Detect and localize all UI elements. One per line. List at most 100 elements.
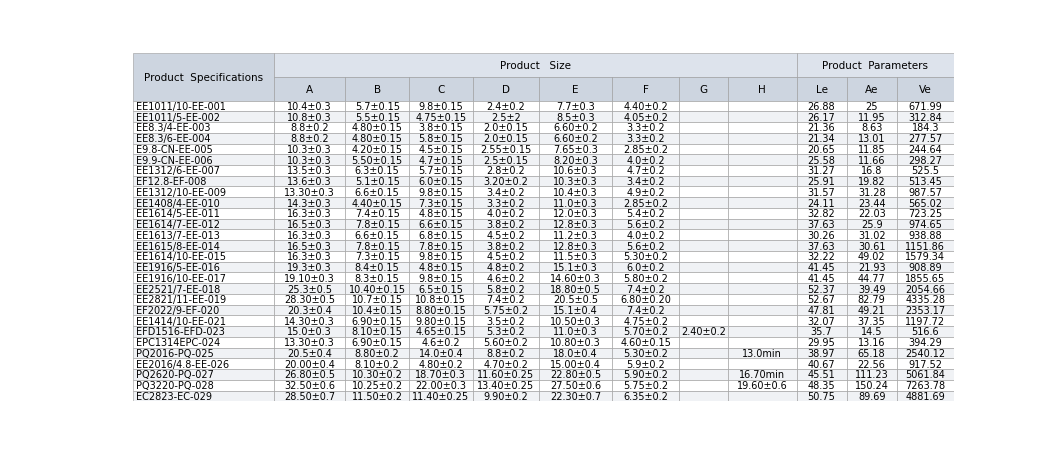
Bar xyxy=(132,284,273,294)
Text: 8.10±0.15: 8.10±0.15 xyxy=(352,327,403,337)
Bar xyxy=(897,176,954,187)
Bar xyxy=(796,187,847,198)
Text: 4335.28: 4335.28 xyxy=(905,295,946,304)
Text: 8.8±0.2: 8.8±0.2 xyxy=(290,134,329,144)
Bar xyxy=(273,337,346,348)
Text: 11.5±0.3: 11.5±0.3 xyxy=(553,252,598,262)
Bar xyxy=(273,348,346,359)
Text: EE1011/10-EE-001: EE1011/10-EE-001 xyxy=(136,102,226,112)
Text: 38.97: 38.97 xyxy=(808,348,835,358)
Bar xyxy=(796,176,847,187)
Bar xyxy=(409,316,473,327)
Text: 31.28: 31.28 xyxy=(858,188,885,198)
Text: C: C xyxy=(437,84,444,95)
Bar xyxy=(796,262,847,273)
Text: 525.5: 525.5 xyxy=(912,166,939,176)
Bar xyxy=(538,123,613,133)
Text: 4.40±0.2: 4.40±0.2 xyxy=(623,102,668,112)
Bar xyxy=(897,348,954,359)
Text: 5.90±0.2: 5.90±0.2 xyxy=(623,370,668,380)
Text: 11.40±0.25: 11.40±0.25 xyxy=(412,391,470,401)
Bar xyxy=(538,380,613,391)
Text: 8.3±0.15: 8.3±0.15 xyxy=(355,273,400,283)
Text: 5.30±0.2: 5.30±0.2 xyxy=(623,252,668,262)
Bar xyxy=(538,187,613,198)
Bar xyxy=(847,230,897,241)
Bar xyxy=(613,380,679,391)
Bar xyxy=(613,337,679,348)
Bar xyxy=(473,219,538,230)
Text: 6.0±0.15: 6.0±0.15 xyxy=(419,177,463,187)
Text: 3.3±0.2: 3.3±0.2 xyxy=(626,123,665,133)
Bar xyxy=(409,327,473,337)
Text: 37.63: 37.63 xyxy=(808,220,835,230)
Text: 917.52: 917.52 xyxy=(908,359,942,369)
Bar xyxy=(273,380,346,391)
Bar xyxy=(613,198,679,208)
Bar xyxy=(796,337,847,348)
Bar xyxy=(273,198,346,208)
Bar xyxy=(679,176,727,187)
Bar xyxy=(727,176,796,187)
Bar xyxy=(796,54,954,78)
Bar xyxy=(613,273,679,284)
Bar xyxy=(409,380,473,391)
Text: 4.6±0.2: 4.6±0.2 xyxy=(422,337,460,347)
Bar xyxy=(538,198,613,208)
Text: 5.7±0.15: 5.7±0.15 xyxy=(419,166,463,176)
Bar xyxy=(538,305,613,316)
Bar xyxy=(897,262,954,273)
Bar xyxy=(132,54,273,101)
Text: 8.8±0.2: 8.8±0.2 xyxy=(290,123,329,133)
Text: 4.20±0.15: 4.20±0.15 xyxy=(352,145,403,155)
Bar xyxy=(409,251,473,262)
Text: 15.00±0.4: 15.00±0.4 xyxy=(550,359,601,369)
Text: 13.5±0.3: 13.5±0.3 xyxy=(287,166,332,176)
Text: 2.0±0.15: 2.0±0.15 xyxy=(483,123,528,133)
Text: 6.5±0.15: 6.5±0.15 xyxy=(419,284,463,294)
Text: 39.49: 39.49 xyxy=(858,284,885,294)
Text: 7.4±0.2: 7.4±0.2 xyxy=(487,295,525,304)
Bar xyxy=(346,133,409,144)
Text: 3.8±0.15: 3.8±0.15 xyxy=(419,123,463,133)
Bar xyxy=(273,155,346,166)
Text: 10.3±0.3: 10.3±0.3 xyxy=(287,145,332,155)
Bar xyxy=(727,230,796,241)
Bar xyxy=(796,78,847,101)
Bar xyxy=(847,123,897,133)
Bar xyxy=(613,284,679,294)
Text: 25.58: 25.58 xyxy=(808,155,835,165)
Text: 4.60±0.15: 4.60±0.15 xyxy=(620,337,671,347)
Bar xyxy=(847,101,897,112)
Bar xyxy=(409,166,473,176)
Bar xyxy=(727,380,796,391)
Bar xyxy=(409,230,473,241)
Text: EE8.3/4-EE-003: EE8.3/4-EE-003 xyxy=(136,123,210,133)
Bar xyxy=(132,208,273,219)
Bar xyxy=(613,78,679,101)
Text: 6.8±0.15: 6.8±0.15 xyxy=(419,230,463,240)
Bar xyxy=(796,198,847,208)
Text: EPC1314EPC-024: EPC1314EPC-024 xyxy=(136,337,220,347)
Text: 10.3±0.3: 10.3±0.3 xyxy=(553,177,598,187)
Bar xyxy=(613,155,679,166)
Text: 5.30±0.2: 5.30±0.2 xyxy=(623,348,668,358)
Text: 10.30±0.2: 10.30±0.2 xyxy=(352,370,403,380)
Bar xyxy=(409,348,473,359)
Text: 4881.69: 4881.69 xyxy=(905,391,946,401)
Text: 45.51: 45.51 xyxy=(808,370,835,380)
Bar xyxy=(897,284,954,294)
Text: 10.50±0.3: 10.50±0.3 xyxy=(550,316,601,326)
Text: 2.85±0.2: 2.85±0.2 xyxy=(623,198,668,208)
Text: 4.5±0.15: 4.5±0.15 xyxy=(419,145,463,155)
Bar xyxy=(796,294,847,305)
Bar xyxy=(727,133,796,144)
Bar xyxy=(613,241,679,251)
Bar xyxy=(727,284,796,294)
Bar xyxy=(273,166,346,176)
Text: 10.4±0.15: 10.4±0.15 xyxy=(352,305,403,315)
Text: 9.8±0.15: 9.8±0.15 xyxy=(419,188,463,198)
Text: 6.6±0.15: 6.6±0.15 xyxy=(355,188,400,198)
Text: 2.55±0.15: 2.55±0.15 xyxy=(480,145,531,155)
Text: 22.30±0.7: 22.30±0.7 xyxy=(550,391,601,401)
